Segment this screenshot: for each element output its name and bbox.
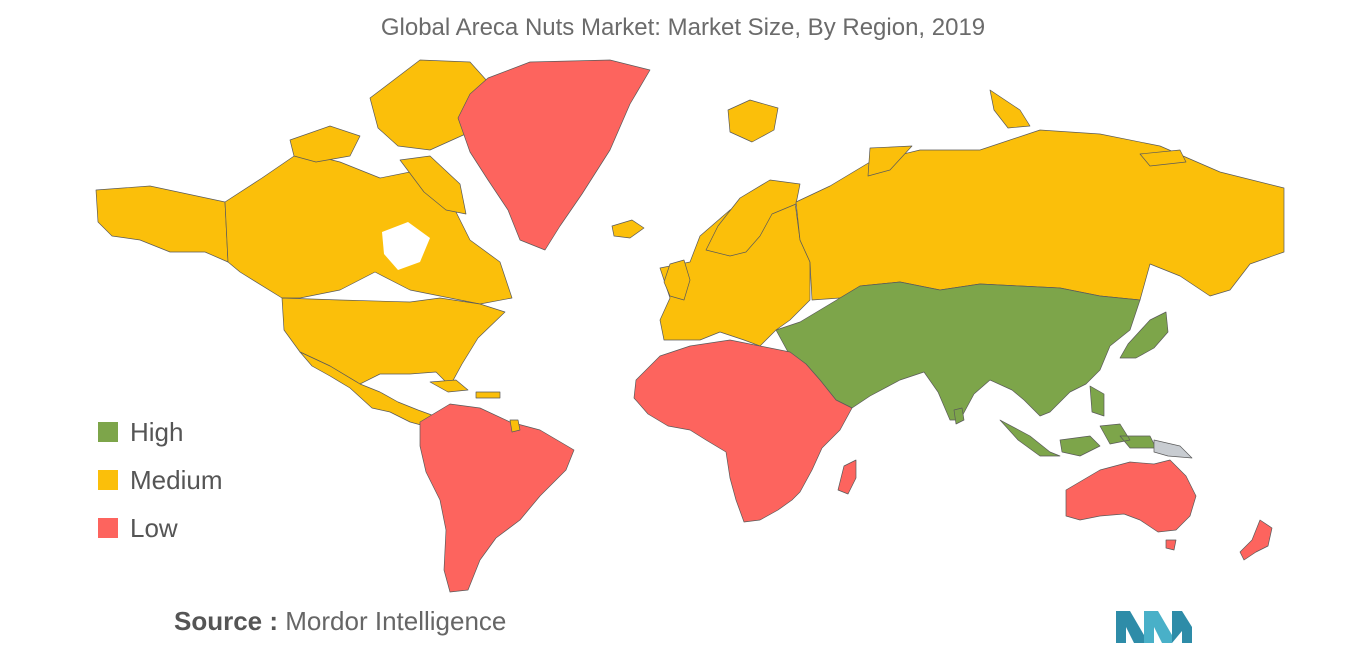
region-indonesia[interactable] xyxy=(999,385,1157,457)
region-australia[interactable] xyxy=(1065,459,1197,533)
region-baffin[interactable] xyxy=(399,155,467,215)
region-madagascar[interactable] xyxy=(837,459,857,495)
region-canada-islands-2[interactable] xyxy=(289,125,361,163)
legend-swatch-medium xyxy=(98,470,118,490)
region-south-america[interactable] xyxy=(419,403,575,593)
region-africa[interactable] xyxy=(633,339,853,523)
source-name: Mordor Intelligence xyxy=(285,606,507,636)
region-russia-islands[interactable] xyxy=(867,89,1187,177)
legend-swatch-low xyxy=(98,518,118,538)
region-usa[interactable] xyxy=(281,297,506,387)
legend-item-high: High xyxy=(98,408,222,456)
region-greenland[interactable] xyxy=(457,59,651,251)
region-new-zealand[interactable] xyxy=(1239,519,1273,561)
chart-title: Global Areca Nuts Market: Market Size, B… xyxy=(380,14,986,41)
region-iceland[interactable] xyxy=(611,219,645,239)
legend-label-high: High xyxy=(130,416,184,447)
region-europe[interactable] xyxy=(659,195,811,347)
region-alaska[interactable] xyxy=(95,185,229,263)
region-papua-new-guinea[interactable] xyxy=(1153,439,1193,459)
region-sri-lanka[interactable] xyxy=(953,407,965,425)
source-line: Source : Mordor Intelligence xyxy=(174,606,506,637)
legend-swatch-high xyxy=(98,422,118,442)
legend-label-low: Low xyxy=(130,512,178,543)
hudson-bay xyxy=(382,222,430,270)
region-svalbard[interactable] xyxy=(727,99,779,143)
region-japan[interactable] xyxy=(1119,311,1169,359)
source-prefix: Source : xyxy=(174,606,279,636)
region-caribbean[interactable] xyxy=(429,379,501,399)
region-uk[interactable] xyxy=(663,259,691,301)
legend-label-medium: Medium xyxy=(130,464,223,495)
region-canada[interactable] xyxy=(224,151,513,305)
legend: High Medium Low xyxy=(98,408,222,552)
region-asia[interactable] xyxy=(775,281,1141,421)
region-french-guiana[interactable] xyxy=(509,419,521,433)
mordor-intelligence-logo-icon xyxy=(1116,611,1192,643)
legend-item-low: Low xyxy=(98,504,222,552)
legend-item-medium: Medium xyxy=(98,456,222,504)
world-map xyxy=(95,59,1285,593)
region-tasmania[interactable] xyxy=(1165,539,1177,551)
